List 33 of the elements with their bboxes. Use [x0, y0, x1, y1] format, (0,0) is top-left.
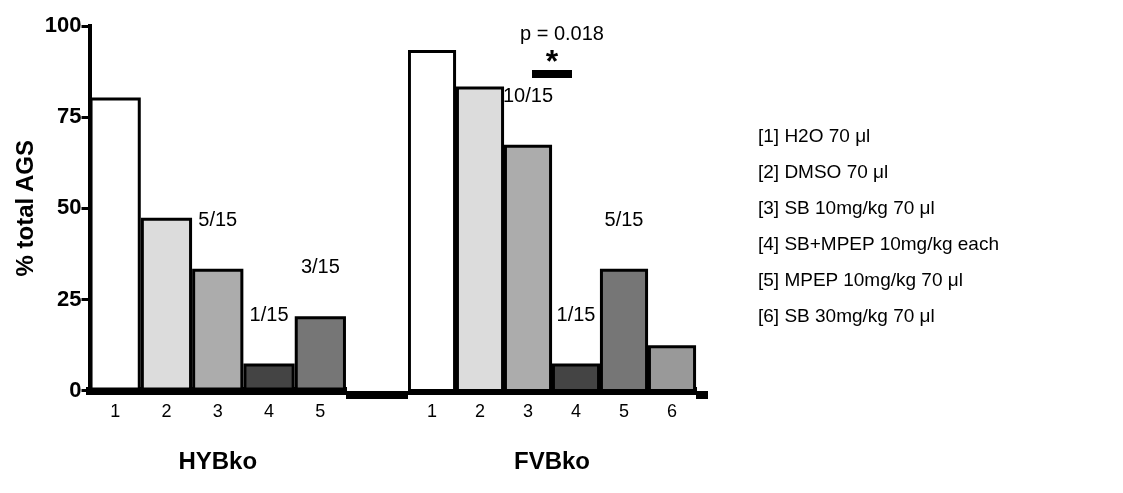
x-tick-label: 5 — [315, 401, 326, 422]
annotation: p = 0.018 — [520, 22, 604, 44]
y-tick-label: 25 — [57, 285, 82, 311]
x-tick-label: 5 — [618, 401, 630, 422]
data-label: 1/15 — [249, 302, 289, 325]
text: [1] H2O 70 μl — [758, 124, 872, 148]
data-label: 1/15 — [556, 302, 596, 325]
x-tick-label: 2 — [474, 401, 486, 422]
text: [4] SB+MPEP 10mg/kg each — [758, 232, 999, 256]
x-tick-label: 2 — [161, 401, 172, 422]
y-tick-label: 75 — [57, 103, 82, 129]
data-label: 3/15 — [300, 255, 340, 278]
text: [2] DMSO 70 μl — [758, 160, 890, 184]
x-tick-label: 3 — [212, 401, 223, 422]
y-tick-label: 50 — [57, 194, 82, 220]
text: [3] SB 10mg/kg 70 μl — [758, 196, 936, 220]
y-tick-label: 0 — [69, 376, 82, 402]
x-tick-label: 3 — [522, 401, 534, 422]
x-axis-title: FVBko — [513, 447, 591, 475]
y-tick-label: 100 — [44, 12, 82, 38]
x-tick-label: 4 — [264, 401, 275, 422]
data-label: 5/15 — [604, 207, 644, 230]
x-tick-label: 1 — [110, 401, 121, 422]
text: [6] SB 30mg/kg 70 μl — [758, 304, 936, 328]
y-axis-title: % total AGS — [11, 140, 39, 277]
data-label: 5/15 — [198, 207, 238, 230]
x-tick-label: 1 — [426, 401, 438, 422]
annotation: * — [545, 43, 559, 79]
x-tick-label: 6 — [666, 401, 678, 422]
x-axis-title: HYBko — [178, 447, 258, 475]
x-tick-label: 4 — [570, 401, 582, 422]
data-label: 10/15 — [502, 83, 554, 106]
text: [5] MPEP 10mg/kg 70 μl — [758, 268, 964, 292]
